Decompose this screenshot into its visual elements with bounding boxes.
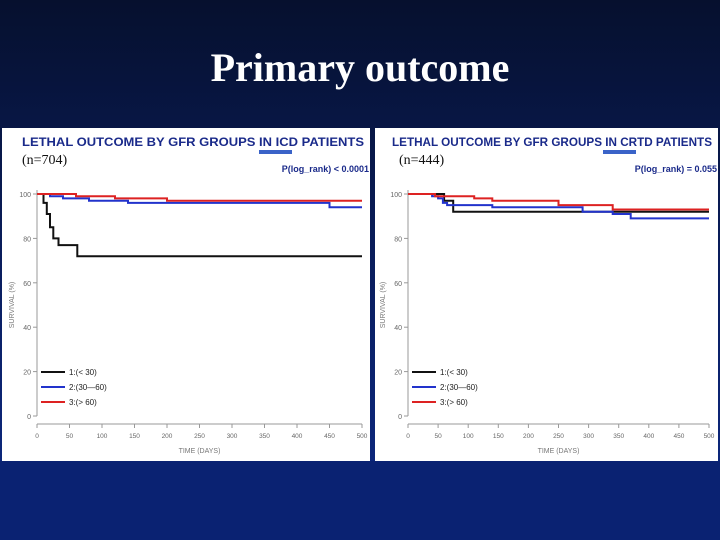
x-tick-label: 0 (406, 433, 410, 440)
survival-curve-series-1 (37, 193, 362, 258)
legend-label-2: 2:(30—60) (440, 383, 478, 392)
y-axis-label: SURVIVAL (%) (9, 282, 16, 329)
x-tick-label: 450 (673, 433, 684, 440)
icd-survival-chart: LETHAL OUTCOME BY GFR GROUPS IN ICD PATI… (9, 137, 369, 455)
chart-panel-crtd: LETHAL OUTCOME BY GFR GROUPS IN CRTD PAT… (375, 128, 718, 461)
title-underline (259, 150, 292, 154)
survival-curve-series-1 (408, 193, 709, 213)
legend-label-1: 1:(< 30) (440, 368, 468, 377)
x-tick-label: 150 (129, 433, 140, 440)
y-tick-label: 20 (23, 370, 31, 377)
x-tick-label: 300 (227, 433, 238, 440)
chart-title: LETHAL OUTCOME BY GFR GROUPS IN ICD PATI… (22, 137, 364, 149)
x-axis-label: TIME (DAYS) (538, 448, 580, 455)
y-tick-label: 100 (390, 192, 402, 199)
x-tick-label: 100 (463, 433, 474, 440)
y-tick-label: 60 (23, 281, 31, 288)
y-tick-label: 40 (394, 325, 402, 332)
y-tick-label: 20 (394, 370, 402, 377)
slide-title: Primary outcome (210, 45, 510, 90)
x-tick-label: 200 (162, 433, 173, 440)
x-tick-label: 250 (553, 433, 564, 440)
x-tick-label: 350 (259, 433, 270, 440)
slide-footer (0, 461, 720, 540)
y-axis-label: SURVIVAL (%) (380, 282, 387, 329)
survival-curve-series-2 (37, 193, 362, 209)
pvalue-label: P(log_rank) < 0.0001 (282, 164, 369, 174)
sample-size-label: (n=444) (399, 153, 445, 168)
x-tick-label: 50 (434, 433, 442, 440)
y-tick-label: 80 (23, 236, 31, 243)
x-tick-label: 500 (357, 433, 368, 440)
y-tick-label: 80 (394, 236, 402, 243)
title-underline (603, 150, 636, 154)
legend-label-2: 2:(30—60) (69, 383, 107, 392)
y-tick-label: 60 (394, 281, 402, 288)
y-tick-label: 100 (19, 192, 31, 199)
x-tick-label: 150 (493, 433, 504, 440)
sample-size-label: (n=704) (22, 153, 68, 168)
x-tick-label: 400 (292, 433, 303, 440)
legend-label-3: 3:(> 60) (440, 398, 468, 407)
pvalue-label: P(log_rank) = 0.055 (635, 164, 717, 174)
chart-title: LETHAL OUTCOME BY GFR GROUPS IN CRTD PAT… (392, 137, 712, 149)
x-tick-label: 250 (194, 433, 205, 440)
x-tick-label: 50 (66, 433, 74, 440)
x-tick-label: 350 (613, 433, 624, 440)
crtd-survival-chart: LETHAL OUTCOME BY GFR GROUPS IN CRTD PAT… (380, 137, 717, 455)
y-tick-label: 0 (398, 414, 402, 421)
survival-curve-series-3 (37, 193, 362, 202)
chart-panel-icd: LETHAL OUTCOME BY GFR GROUPS IN ICD PATI… (2, 128, 370, 461)
y-tick-label: 0 (27, 414, 31, 421)
legend-label-3: 3:(> 60) (69, 398, 97, 407)
x-tick-label: 500 (704, 433, 715, 440)
x-tick-label: 200 (523, 433, 534, 440)
x-tick-label: 300 (583, 433, 594, 440)
x-tick-label: 450 (324, 433, 335, 440)
survival-curve-series-3 (408, 193, 709, 211)
legend-label-1: 1:(< 30) (69, 368, 97, 377)
x-tick-label: 100 (97, 433, 108, 440)
x-tick-label: 400 (643, 433, 654, 440)
x-tick-label: 0 (35, 433, 39, 440)
y-tick-label: 40 (23, 325, 31, 332)
x-axis-label: TIME (DAYS) (179, 448, 221, 455)
